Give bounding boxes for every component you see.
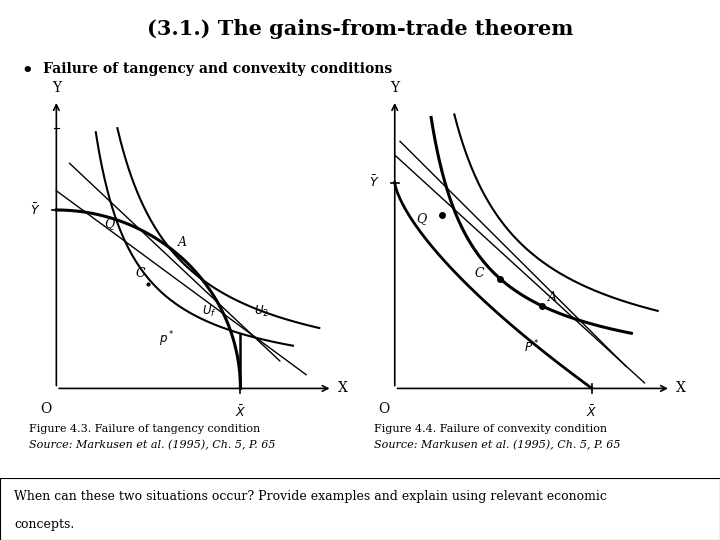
Text: $P^*$: $P^*$ <box>523 339 539 355</box>
Text: $\bar{Y}$: $\bar{Y}$ <box>369 175 379 190</box>
Text: $U_f$: $U_f$ <box>202 304 216 319</box>
Text: $\bar{X}$: $\bar{X}$ <box>586 405 598 421</box>
Text: A: A <box>178 237 187 249</box>
Text: O: O <box>40 402 51 416</box>
Text: Y: Y <box>390 80 400 94</box>
Text: When can these two situations occur? Provide examples and explain using relevant: When can these two situations occur? Pro… <box>14 490 607 503</box>
Text: C: C <box>474 267 484 280</box>
Text: Failure of tangency and convexity conditions: Failure of tangency and convexity condit… <box>43 62 392 76</box>
Text: O: O <box>379 402 390 416</box>
Text: Figure 4.3. Failure of tangency condition: Figure 4.3. Failure of tangency conditio… <box>29 424 260 434</box>
Text: $\bar{X}$: $\bar{X}$ <box>235 405 246 421</box>
Text: X: X <box>676 381 686 395</box>
Text: Q: Q <box>416 212 426 225</box>
Text: •: • <box>22 62 33 80</box>
Text: Figure 4.4. Failure of convexity condition: Figure 4.4. Failure of convexity conditi… <box>374 424 608 434</box>
Text: Q: Q <box>104 217 114 230</box>
Text: (3.1.) The gains-from-trade theorem: (3.1.) The gains-from-trade theorem <box>147 19 573 39</box>
Text: concepts.: concepts. <box>14 518 75 531</box>
Text: A: A <box>548 291 557 305</box>
Text: Source: Markusen et al. (1995), Ch. 5, P. 65: Source: Markusen et al. (1995), Ch. 5, P… <box>29 440 275 450</box>
Text: $U_2$: $U_2$ <box>254 304 269 319</box>
Text: Source: Markusen et al. (1995), Ch. 5, P. 65: Source: Markusen et al. (1995), Ch. 5, P… <box>374 440 621 450</box>
Text: X: X <box>338 381 348 395</box>
Text: $\bar{Y}$: $\bar{Y}$ <box>30 202 40 218</box>
Text: C: C <box>135 267 145 280</box>
Text: $p^*$: $p^*$ <box>159 329 175 349</box>
Text: Y: Y <box>52 80 61 94</box>
